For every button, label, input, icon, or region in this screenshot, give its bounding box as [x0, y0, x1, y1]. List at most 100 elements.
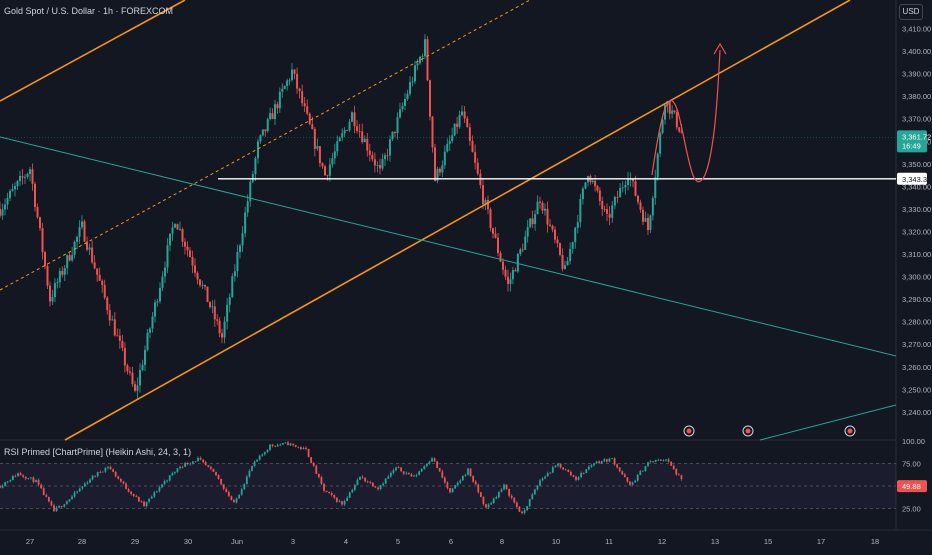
rsi-candle: [96, 471, 99, 478]
candle-body: [461, 111, 463, 116]
candle: [419, 55, 421, 65]
candle-body: [39, 217, 41, 229]
price-tick-label: 3,300.00: [902, 273, 931, 282]
rsi-candle: [654, 459, 657, 463]
candle: [241, 226, 244, 252]
candle-body: [11, 189, 14, 192]
candle-body: [51, 297, 54, 302]
candle: [429, 79, 431, 121]
candle-body: [113, 319, 116, 336]
symbol-title[interactable]: Gold Spot / U.S. Dollar · 1h · FOREXCOM: [4, 6, 174, 16]
indicator-title[interactable]: RSI Primed [ChartPrime] (Heikin Ashi, 24…: [4, 447, 192, 457]
candle: [246, 194, 249, 217]
rsi-candle: [302, 446, 305, 450]
price-tick-label: 3,290.00: [902, 295, 931, 304]
rsi-candle: [395, 466, 397, 472]
candle: [559, 242, 561, 257]
rsi-candle: [461, 475, 464, 481]
candle: [499, 250, 502, 263]
rsi-candle: [207, 465, 210, 468]
rsi-candle-body: [467, 468, 469, 475]
rsi-candle-body: [580, 472, 583, 478]
event-marker: [742, 425, 754, 437]
candle-body: [429, 80, 431, 117]
rsi-candle: [191, 460, 194, 465]
candle: [179, 221, 181, 232]
rsi-candle: [323, 483, 325, 493]
time-tick-label: 18: [871, 537, 879, 546]
candle: [627, 171, 629, 191]
rsi-candle-body: [227, 492, 230, 497]
rsi-candle-body: [497, 491, 500, 498]
candle: [569, 242, 572, 265]
candle: [579, 193, 582, 228]
candle: [156, 298, 159, 307]
rsi-candle-body: [143, 501, 145, 507]
candle-body: [531, 218, 534, 225]
time-tick-label: 13: [711, 537, 719, 546]
rsi-candle-body: [621, 471, 624, 475]
candle: [244, 206, 247, 238]
rsi-candle-body: [374, 486, 377, 488]
rsi-candle-body: [649, 461, 652, 463]
candle: [546, 201, 549, 233]
candle: [336, 135, 339, 157]
candle-body: [41, 228, 44, 253]
rsi-candle: [644, 466, 647, 472]
candle: [656, 152, 659, 181]
rsi-candle-body: [302, 447, 305, 450]
candle: [146, 329, 149, 352]
candle: [492, 227, 494, 239]
rsi-candle: [148, 498, 151, 504]
candle: [474, 144, 477, 170]
candle: [409, 76, 411, 97]
time-tick-label: 11: [605, 537, 613, 546]
rsi-candle-body: [114, 471, 117, 477]
candle: [86, 236, 89, 252]
rsi-candle-body: [384, 478, 387, 484]
candle-body: [361, 131, 364, 143]
rsi-candle: [420, 468, 423, 473]
candle-body: [379, 165, 381, 169]
rsi-candle-body: [461, 475, 464, 481]
candle-body: [221, 333, 223, 338]
rsi-candle-body: [171, 473, 174, 476]
candle: [446, 138, 449, 153]
rsi-candle: [299, 446, 302, 451]
rsi-candle: [485, 503, 487, 509]
rsi-candle: [667, 457, 670, 463]
rsi-candle: [233, 498, 235, 503]
rsi-candle-body: [428, 461, 431, 464]
currency-button[interactable]: USD: [899, 4, 923, 20]
candle: [216, 314, 219, 326]
rsi-candle-body: [397, 467, 400, 469]
candle-body: [101, 280, 104, 286]
rsi-candle-body: [294, 444, 297, 447]
rsi-candle-body: [0, 486, 1, 488]
candle: [209, 301, 211, 309]
candle-body: [656, 153, 659, 178]
rsi-candle-body: [557, 463, 559, 466]
candle: [431, 115, 434, 153]
candle: [171, 221, 174, 241]
candle: [353, 105, 356, 134]
projection-arrow-head: [713, 42, 727, 55]
rsi-candle-body: [546, 473, 549, 477]
candle: [556, 236, 559, 248]
candle: [169, 233, 171, 252]
candle: [76, 235, 79, 250]
rsi-candle: [9, 479, 12, 483]
rsi-candle-body: [266, 449, 269, 453]
rsi-candle-body: [135, 495, 138, 497]
rsi-candle: [567, 469, 570, 473]
candle: [358, 123, 361, 138]
candle: [29, 166, 31, 182]
rsi-candle-body: [469, 468, 472, 476]
rsi-candle: [508, 488, 511, 498]
candle-body: [389, 139, 391, 156]
candle-body: [546, 208, 549, 225]
candle: [514, 267, 517, 272]
rsi-candle: [317, 473, 320, 479]
candle: [363, 135, 366, 143]
